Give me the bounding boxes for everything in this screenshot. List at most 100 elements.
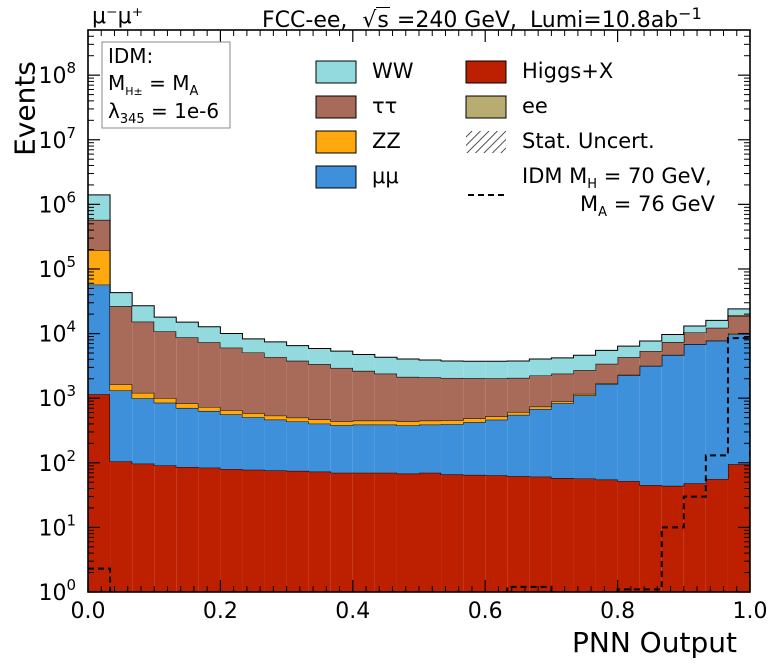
bar-zz-17 <box>463 418 486 423</box>
bar-ww-7 <box>242 338 265 353</box>
legend-swatch-ee <box>465 95 507 119</box>
bar-tautau-29 <box>727 316 750 334</box>
x-tick-label: 0.4 <box>335 599 370 624</box>
y-tick-label: 100 <box>38 576 76 606</box>
bar-zz-10 <box>308 419 331 424</box>
bar-tautau-3 <box>154 331 177 399</box>
signal-line2-text: M <box>580 192 599 216</box>
bar-ww-24 <box>617 346 640 358</box>
y-axis-label: Events <box>8 61 42 156</box>
bar-mumu-16 <box>441 424 464 475</box>
bar-mumu-29 <box>727 334 750 465</box>
bar-higgs-25 <box>639 485 662 592</box>
bar-mumu-10 <box>308 423 331 472</box>
bar-tautau-21 <box>551 373 574 402</box>
bar-higgs-12 <box>352 472 375 592</box>
bar-ww-6 <box>220 333 243 348</box>
bar-ww-12 <box>352 354 375 371</box>
x-tick-label: 0.2 <box>203 599 238 624</box>
bar-higgs-28 <box>705 479 728 592</box>
legend-swatch-tautau <box>315 95 357 119</box>
x-tick-label: 1.0 <box>733 599 768 624</box>
bar-mumu-13 <box>374 424 397 473</box>
bar-ww-28 <box>705 320 728 328</box>
bar-tautau-16 <box>441 377 464 421</box>
bar-tautau-12 <box>352 370 375 421</box>
bar-higgs-1 <box>110 461 133 592</box>
bar-mumu-8 <box>264 419 287 471</box>
legend-label-ww: WW <box>372 59 414 83</box>
bar-mumu-3 <box>154 402 177 466</box>
lumi-label: Lumi=10.8ab−1 <box>530 4 702 33</box>
bar-tautau-13 <box>374 373 397 421</box>
legend-label-mumu: μμ <box>372 164 399 188</box>
bar-zz-9 <box>286 417 309 422</box>
x-tick-label: 0.8 <box>600 599 635 624</box>
bar-higgs-11 <box>330 472 353 592</box>
legend-label-signal-line1: IDM MH = 70 GeV, <box>522 164 712 192</box>
bar-tautau-2 <box>132 321 155 393</box>
x-axis-label: PNN Output <box>572 626 737 659</box>
bar-zz-13 <box>374 420 397 425</box>
legend-swatch-mumu <box>315 165 357 189</box>
bar-zz-0 <box>88 250 111 285</box>
bar-ww-26 <box>661 334 684 343</box>
bar-tautau-22 <box>573 370 596 394</box>
bar-ww-23 <box>595 350 618 364</box>
legend-label-stat: Stat. Uncert. <box>522 129 655 153</box>
legend-swatch-stat <box>466 131 506 153</box>
bar-tautau-7 <box>242 352 265 414</box>
bar-zz-2 <box>132 392 155 399</box>
signal-line1-rest: = 70 GeV, <box>597 164 712 188</box>
bar-mumu-18 <box>485 419 508 476</box>
axis-ticks: 0.0 0.2 0.4 0.6 0.8 1.0 100 101 102 103 104 105 106 1… <box>38 29 768 624</box>
idm-box-eq: = M <box>142 71 190 95</box>
bar-higgs-27 <box>683 483 706 592</box>
signal-histogram <box>88 337 750 592</box>
bar-mumu-4 <box>176 407 199 468</box>
bar-higgs-24 <box>617 481 640 592</box>
legend-label-signal-line2: MA = 76 GeV <box>580 192 715 220</box>
layer-edge-ww <box>88 194 750 362</box>
bar-higgs-7 <box>242 469 265 592</box>
bar-higgs-13 <box>374 472 397 592</box>
bar-higgs-6 <box>220 469 243 592</box>
bar-mumu-24 <box>617 375 640 482</box>
bar-tautau-15 <box>419 377 442 421</box>
bar-higgs-4 <box>176 467 199 592</box>
legend-label-ee: ee <box>522 94 548 118</box>
bar-ww-1 <box>110 292 133 307</box>
bar-mumu-28 <box>705 340 728 480</box>
bar-zz-4 <box>176 403 199 408</box>
sqrt-icon: √ <box>362 8 377 33</box>
bar-ww-9 <box>286 345 309 361</box>
bar-mumu-1 <box>110 390 133 462</box>
bar-mumu-7 <box>242 417 265 470</box>
bar-mumu-23 <box>595 384 618 480</box>
bar-higgs-0 <box>88 394 111 592</box>
bar-zz-8 <box>264 415 287 420</box>
x-tick-label: 0.6 <box>468 599 503 624</box>
bar-zz-15 <box>419 420 442 425</box>
y-tick-label: 102 <box>38 447 76 477</box>
bar-tautau-19 <box>507 377 530 412</box>
legend-label-zz: ZZ <box>372 129 401 153</box>
bar-higgs-17 <box>463 474 486 592</box>
bar-zz-3 <box>154 398 177 403</box>
bar-ww-8 <box>264 341 287 358</box>
bar-higgs-18 <box>485 475 508 592</box>
bar-ww-29 <box>727 308 750 315</box>
bar-ww-16 <box>441 361 464 378</box>
bar-ww-13 <box>374 357 397 374</box>
bar-ww-11 <box>330 351 353 368</box>
bar-ww-22 <box>573 355 596 371</box>
experiment-label: FCC-ee, <box>262 8 348 33</box>
idm-box-lambda: λ345 = 1e-6 <box>108 99 219 127</box>
y-tick-label: 106 <box>38 188 76 218</box>
bar-higgs-23 <box>595 479 618 592</box>
idm-box-title: IDM: <box>108 44 154 68</box>
bar-higgs-3 <box>154 465 177 592</box>
header-title: FCC-ee, √s =240 GeV, Lumi=10.8ab−1 <box>262 4 702 33</box>
bar-zz-12 <box>352 420 375 425</box>
sqrt-s: √s <box>362 7 397 33</box>
